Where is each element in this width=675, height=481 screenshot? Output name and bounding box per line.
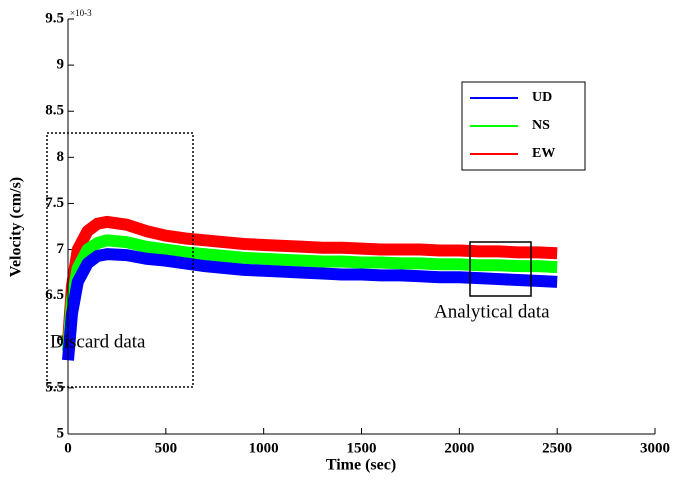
x-axis-title: Time (sec): [326, 457, 396, 474]
y-tick-label: 5.5: [45, 379, 64, 395]
x-tick-label: 500: [155, 440, 178, 456]
y-tick-label: 7.5: [45, 195, 64, 211]
x-tick-label: 1500: [347, 440, 377, 456]
y-tick-label: 7: [57, 241, 65, 257]
discard-box: [46, 132, 194, 388]
x-tick-label: 0: [64, 440, 72, 456]
analytical-box: [469, 241, 532, 297]
legend-label: UD: [532, 90, 552, 105]
series-line: [62, 234, 558, 352]
y-axis-title: Velocity (cm/s): [8, 177, 25, 277]
x-tick-label: 1000: [249, 440, 279, 456]
legend-label: NS: [532, 118, 550, 133]
legend-label: EW: [532, 146, 555, 161]
multiplier: ×10-3: [70, 8, 92, 18]
y-tick-label: 9: [57, 57, 65, 73]
annotation: Discard data: [50, 331, 146, 352]
series-line: [62, 248, 558, 361]
x-tick-label: 3000: [640, 440, 670, 456]
y-tick-label: 6: [57, 333, 65, 349]
y-tick-label: 8: [57, 149, 65, 165]
x-tick-label: 2000: [444, 440, 474, 456]
annotation: Analytical data: [434, 301, 550, 322]
y-tick-label: 5: [57, 425, 65, 441]
series-line: [62, 215, 558, 343]
y-tick-label: 6.5: [45, 287, 64, 303]
y-tick-label: 9.5: [45, 10, 64, 26]
y-tick-label: 8.5: [45, 103, 64, 119]
x-tick-label: 2500: [542, 440, 572, 456]
